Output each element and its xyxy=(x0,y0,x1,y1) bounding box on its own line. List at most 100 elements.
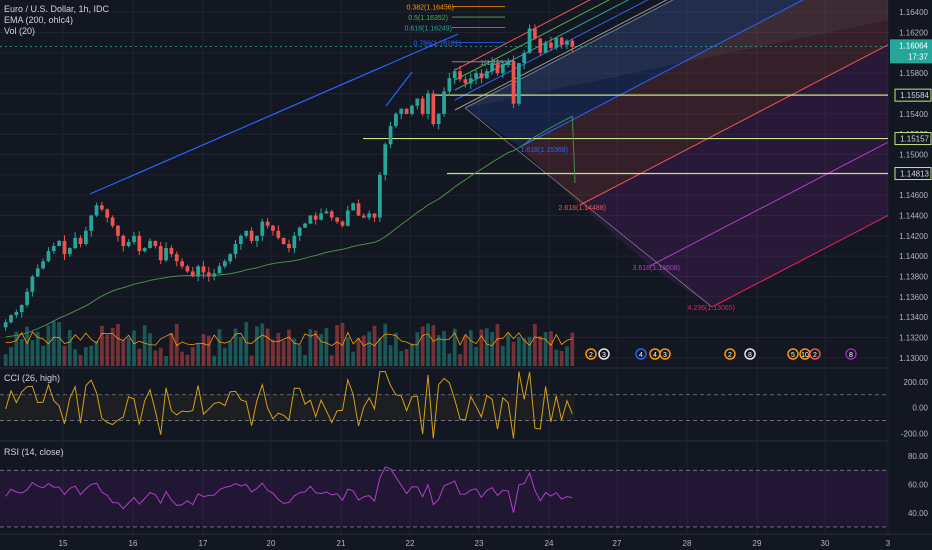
trendline xyxy=(385,71,413,107)
volume-bar xyxy=(105,334,110,366)
last-price-tag xyxy=(890,39,932,64)
fib-channel-line xyxy=(454,0,610,81)
volume-bar xyxy=(506,333,511,366)
rsi-line xyxy=(5,466,573,513)
volume-bar xyxy=(180,351,184,366)
volume-bar xyxy=(78,355,83,366)
candle-body xyxy=(217,266,222,274)
candle-body xyxy=(495,63,500,74)
time-tick-label: 27 xyxy=(613,539,622,548)
event-badge-count: 2 xyxy=(589,352,593,359)
volume-bar xyxy=(335,325,339,366)
candle-body xyxy=(415,98,420,106)
candle-body xyxy=(83,230,88,244)
cci-line xyxy=(5,371,573,439)
volume-bar xyxy=(25,326,29,366)
price-level-tag xyxy=(894,167,932,181)
price-tick-label: 1.13800 xyxy=(899,273,928,282)
candle-body xyxy=(67,248,72,255)
rsi-tick-label: 60.00 xyxy=(908,480,929,489)
volume-bar xyxy=(565,346,569,366)
volume-bar xyxy=(324,327,329,366)
cci-tick-label: 0.00 xyxy=(912,404,928,413)
candle-body xyxy=(388,126,393,145)
event-badge-count: 8 xyxy=(748,352,752,359)
candle-body xyxy=(516,63,521,104)
candle-body xyxy=(324,211,329,214)
volume-bar xyxy=(265,328,270,366)
candle-body xyxy=(249,230,254,241)
time-tick-label: 29 xyxy=(753,539,762,548)
volume-bar xyxy=(190,347,195,366)
price-tick-label: 1.13000 xyxy=(899,354,928,363)
volume-bar xyxy=(351,351,356,366)
candle-body xyxy=(458,71,462,80)
volume-bar xyxy=(383,323,388,366)
volume-bar xyxy=(67,330,72,366)
volume-bar xyxy=(474,346,478,366)
candle-body xyxy=(356,203,361,216)
fib-channel-label: 3.618(1.13608) xyxy=(633,265,680,272)
event-badge-count: 4 xyxy=(653,352,657,359)
volume-bar xyxy=(436,335,441,366)
candle-body xyxy=(287,243,291,249)
rsi-legend: RSI (14, close) xyxy=(4,447,64,457)
volume-bar xyxy=(367,331,372,366)
volume-bar xyxy=(19,339,24,366)
price-level-tag-label: 1.15157 xyxy=(900,135,929,144)
volume-bar xyxy=(148,333,152,366)
price-tick-label: 1.15800 xyxy=(899,69,928,78)
volume-bar xyxy=(206,335,211,366)
fib-channel-line xyxy=(711,215,889,308)
volume-bar xyxy=(308,329,313,366)
volume-bar xyxy=(452,328,457,366)
price-tick-label: 1.16400 xyxy=(899,8,928,17)
volume-bar xyxy=(404,349,409,366)
volume-bar xyxy=(276,332,281,366)
volume-bar xyxy=(137,348,142,366)
price-tick-label: 1.15000 xyxy=(899,151,928,160)
candle-body xyxy=(479,73,484,79)
volume-bar xyxy=(212,355,217,366)
event-badge-count: 10 xyxy=(801,352,809,359)
fib-channel-line xyxy=(649,141,889,267)
candle-body xyxy=(452,71,457,79)
candle-body xyxy=(121,235,126,247)
candle-body xyxy=(62,240,67,255)
volume-bar xyxy=(394,332,398,366)
volume-bar xyxy=(303,355,307,366)
candle-body xyxy=(506,60,511,66)
cci-tick-label: -200.00 xyxy=(901,429,929,438)
candle-body xyxy=(30,276,35,292)
candle-body xyxy=(3,322,8,328)
event-badge xyxy=(787,348,799,360)
event-badge-count: 3 xyxy=(663,352,667,359)
fib-channel-label: 2.618(1.14488) xyxy=(559,205,606,212)
volume-legend: Vol (20) xyxy=(4,26,36,36)
rsi-tick-label: 80.00 xyxy=(908,452,929,461)
volume-bar xyxy=(399,351,404,366)
volume-bar xyxy=(110,327,115,366)
candle-body xyxy=(239,235,243,244)
volume-bar xyxy=(570,332,575,366)
price-level-tag xyxy=(894,88,932,102)
candle-body xyxy=(116,225,120,236)
volume-bar xyxy=(388,345,393,366)
candle-body xyxy=(105,209,110,218)
volume-bar xyxy=(484,328,489,366)
event-badge xyxy=(845,348,857,360)
time-tick-label: 24 xyxy=(545,539,554,548)
event-badge xyxy=(744,348,756,360)
volume-bar xyxy=(153,350,158,366)
volume-bar xyxy=(287,329,291,366)
candle-body xyxy=(549,42,553,48)
candle-body xyxy=(378,174,382,218)
candle-body xyxy=(522,52,527,64)
candle-body xyxy=(511,60,516,104)
time-tick-label: 21 xyxy=(337,539,346,548)
candle-body xyxy=(559,37,564,45)
volume-bar xyxy=(559,351,564,366)
candle-body xyxy=(78,237,83,244)
volume-bar xyxy=(356,337,361,366)
